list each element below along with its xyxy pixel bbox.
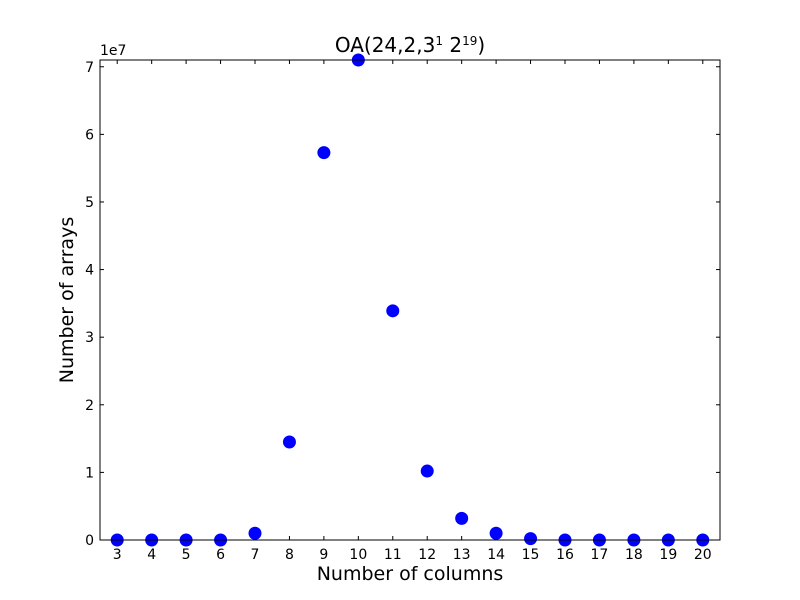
data-point <box>420 464 434 478</box>
chart-title: OA(24,2,31 219) <box>335 33 485 57</box>
y-tick-label: 2 <box>85 398 94 414</box>
title-superscript-2: 19 <box>462 34 477 48</box>
x-tick-label: 3 <box>113 547 122 563</box>
x-tick-label: 16 <box>556 547 574 563</box>
y-tick-label: 5 <box>85 195 94 211</box>
x-axis-label: Number of columns <box>317 563 504 585</box>
x-tick-label: 20 <box>694 547 712 563</box>
y-tick-label: 6 <box>85 127 94 143</box>
data-point <box>455 511 469 525</box>
x-tick-label: 17 <box>591 547 609 563</box>
data-point <box>282 435 296 449</box>
plot-frame <box>99 59 721 541</box>
title-middle: 2 <box>443 33 462 57</box>
x-tick-label: 19 <box>659 547 677 563</box>
data-point <box>248 526 262 540</box>
x-tick-label: 13 <box>453 547 471 563</box>
data-points <box>110 53 710 547</box>
x-tick-label: 6 <box>216 547 225 563</box>
data-point <box>524 532 538 546</box>
y-tick-label: 4 <box>85 263 94 279</box>
x-tick-label: 11 <box>384 547 402 563</box>
x-tick-label: 15 <box>522 547 540 563</box>
title-superscript-1: 1 <box>435 34 443 48</box>
x-tick-label: 8 <box>285 547 294 563</box>
x-tick-label: 18 <box>625 547 643 563</box>
title-end: ) <box>477 33 485 57</box>
y-scale-label: 1e7 <box>100 43 126 59</box>
x-tick-label: 12 <box>418 547 436 563</box>
x-tick-label: 7 <box>251 547 260 563</box>
title-main: OA(24,2,3 <box>335 33 436 57</box>
x-tick-label: 14 <box>487 547 505 563</box>
y-tick-label: 3 <box>85 330 94 346</box>
y-tick-label: 1 <box>85 465 94 481</box>
y-axis-label: Number of arrays <box>56 217 78 383</box>
x-tick-label: 9 <box>319 547 328 563</box>
data-point <box>489 526 503 540</box>
x-tick-label: 10 <box>349 547 367 563</box>
y-tick-label: 0 <box>85 533 94 549</box>
data-point <box>386 304 400 318</box>
x-tick-label: 5 <box>182 547 191 563</box>
y-tick-label: 7 <box>85 60 94 76</box>
x-tick-label: 4 <box>147 547 156 563</box>
data-point <box>317 146 331 160</box>
